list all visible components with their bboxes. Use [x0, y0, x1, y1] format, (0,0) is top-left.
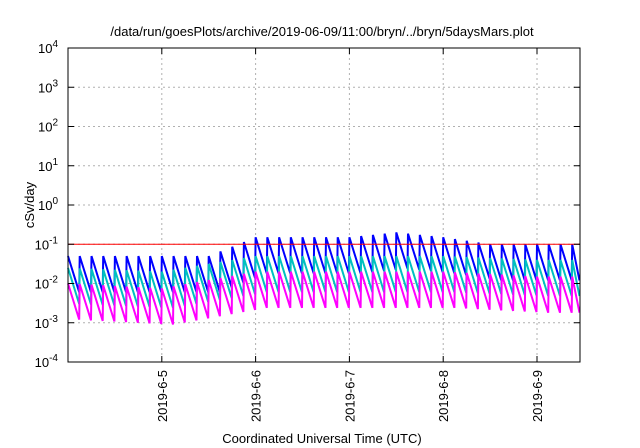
x-axis: 2019-6-5 2019-6-6 2019-6-7 2019-6-8 2019-6-9 [155, 48, 545, 422]
y-tick-label: 101 [38, 157, 58, 174]
series-line [67, 271, 581, 325]
y-tick-label: 10-1 [35, 235, 59, 252]
y-axis-label: cSv/day [22, 181, 37, 228]
y-tick-label: 10-3 [35, 314, 59, 331]
y-tick-label: 104 [38, 39, 58, 56]
y-axis: 10-4 10-3 10-2 10-1 100 101 102 103 104 [35, 39, 580, 370]
x-axis-label: Coordinated Universal Time (UTC) [222, 431, 421, 446]
y-tick-label: 103 [38, 78, 58, 95]
x-tick-label: 2019-6-9 [530, 370, 545, 422]
x-tick-label: 2019-6-7 [342, 370, 357, 422]
y-tick-label: 100 [38, 196, 58, 213]
y-tick-label: 102 [38, 118, 58, 135]
chart-title: /data/run/goesPlots/archive/2019-06-09/1… [110, 24, 534, 39]
x-tick-label: 2019-6-5 [155, 370, 170, 422]
series-line [67, 232, 581, 293]
y-tick-label: 10-4 [35, 353, 59, 370]
grid [68, 48, 580, 362]
x-tick-label: 2019-6-8 [436, 370, 451, 422]
series-layer [67, 232, 581, 325]
y-tick-label: 10-2 [35, 275, 59, 292]
x-tick-label: 2019-6-6 [249, 370, 264, 422]
